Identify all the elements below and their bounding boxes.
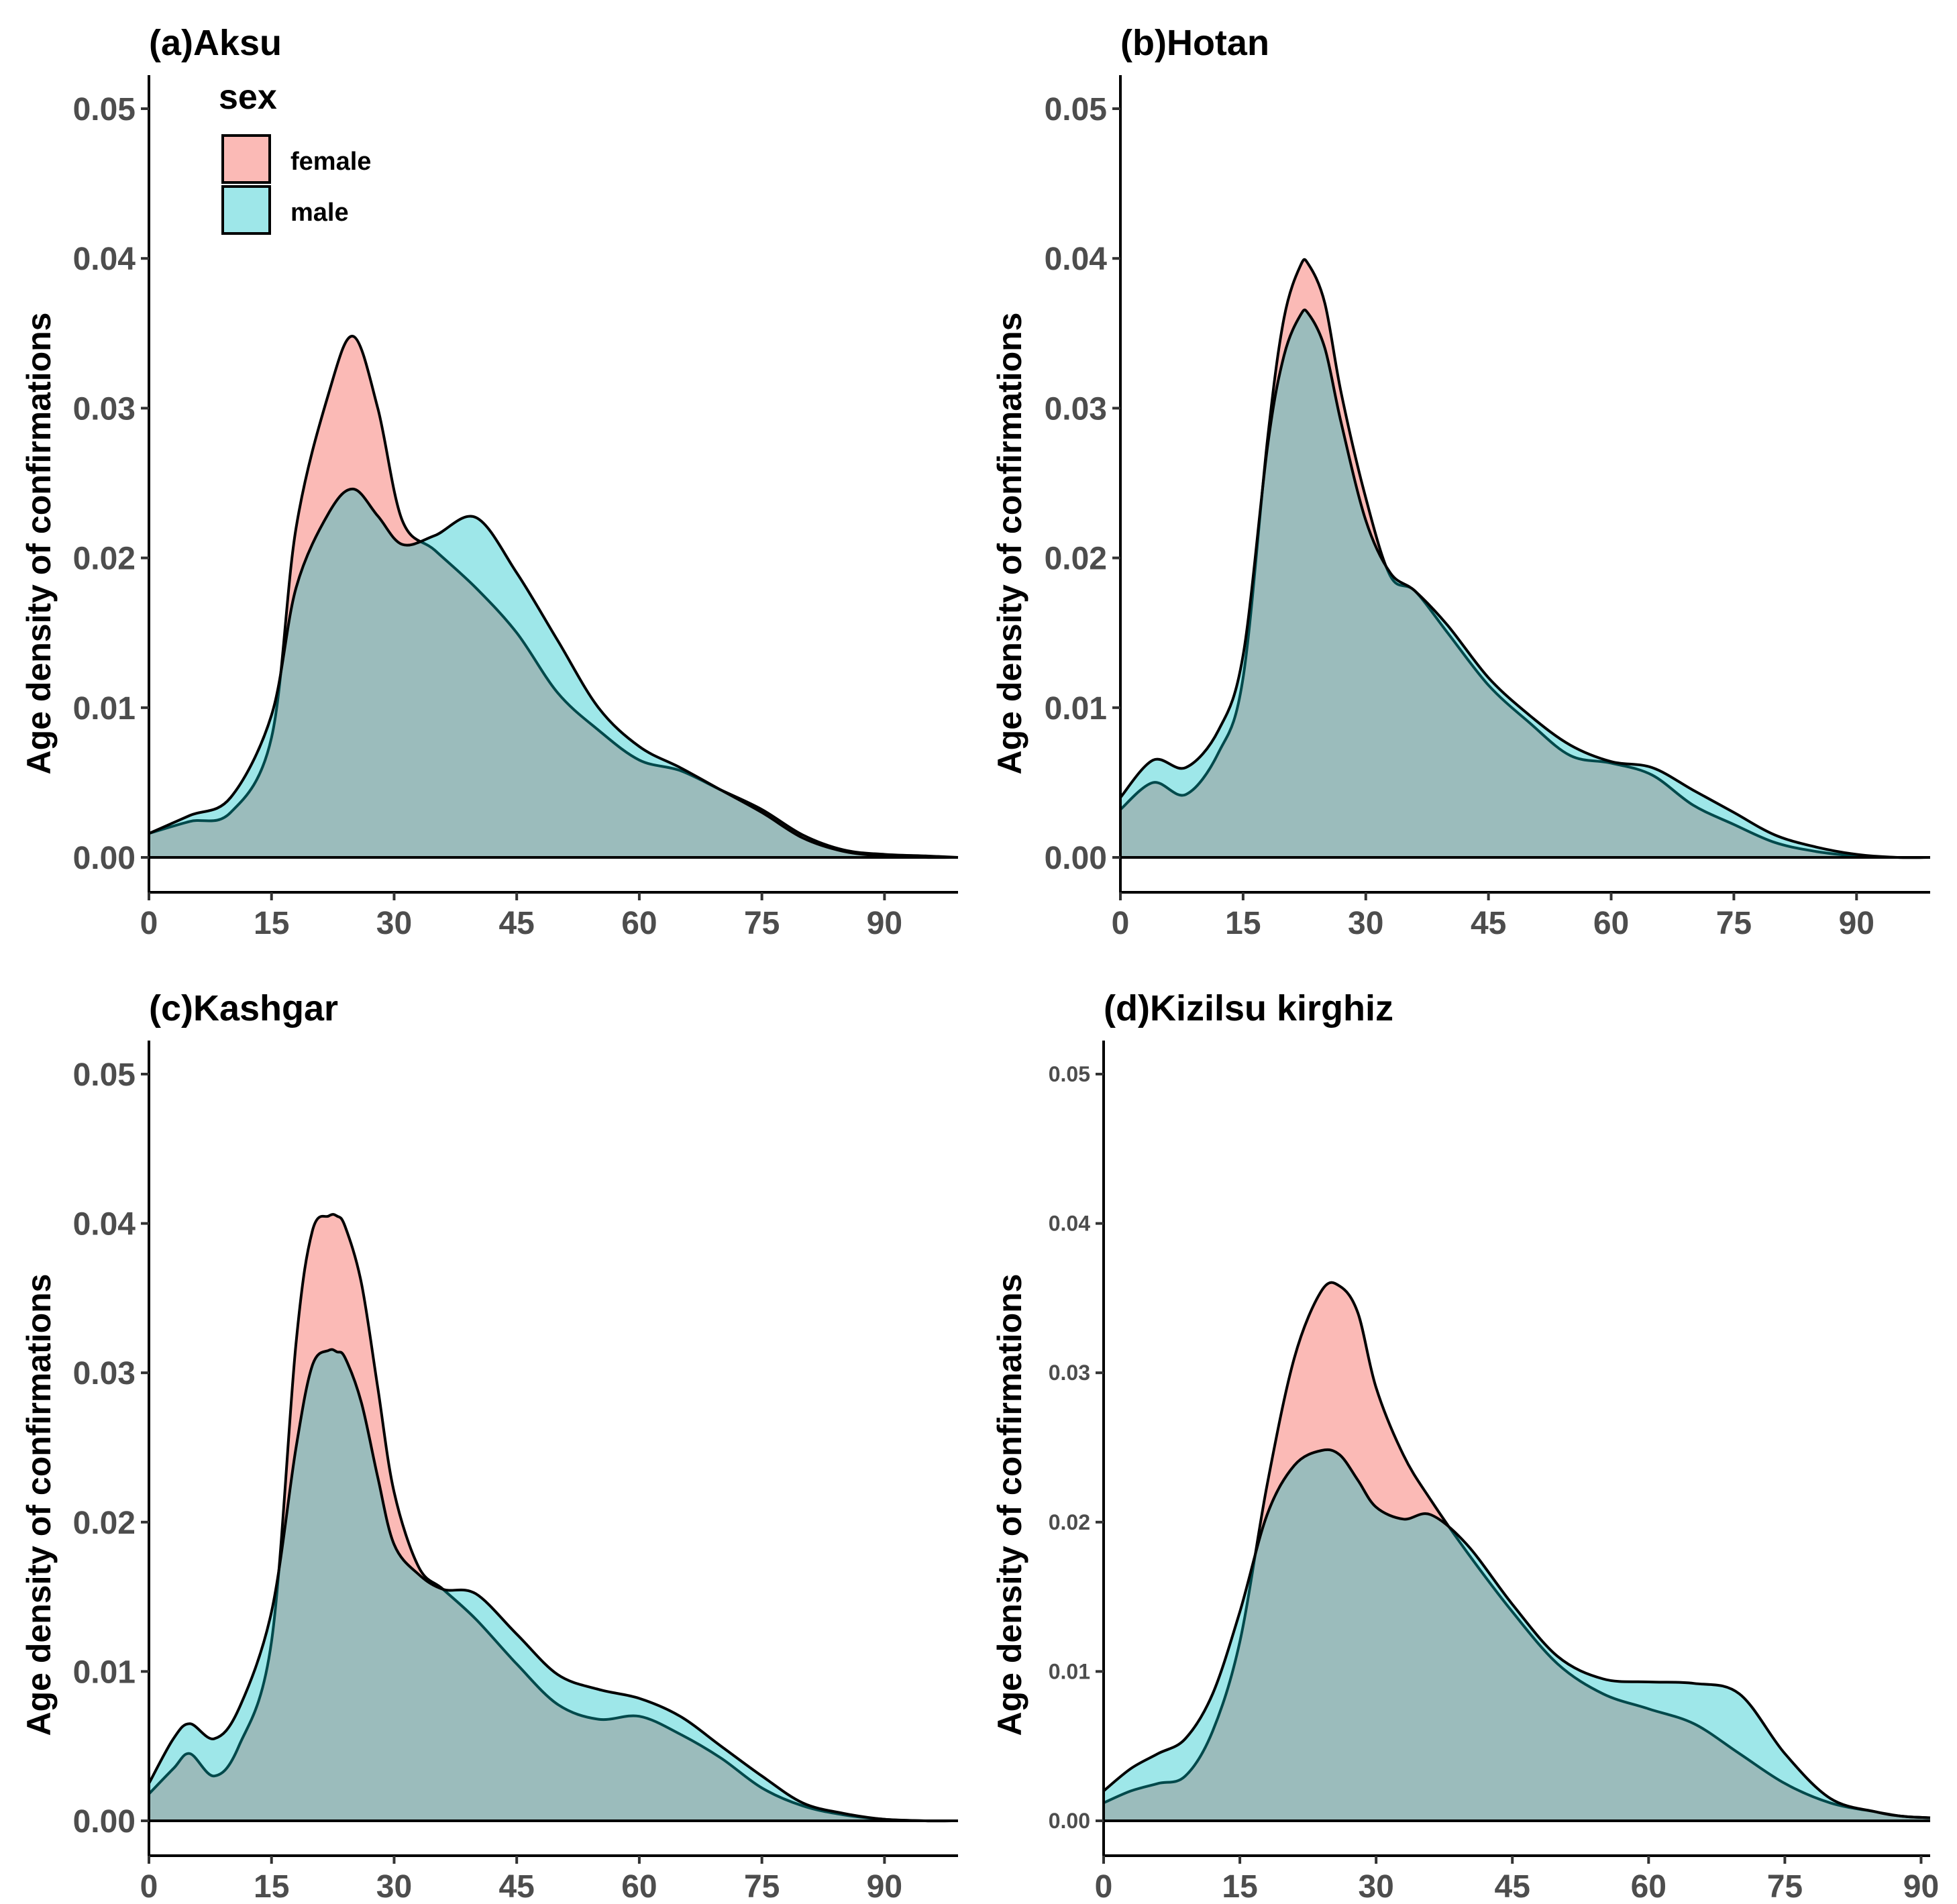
x-tick-label: 15 [254,906,289,941]
y-tick-label: 0.00 [73,841,136,876]
x-tick-label: 75 [744,906,780,941]
x-tick-label: 60 [621,1869,657,1904]
y-tick-label: 0.02 [73,1505,136,1541]
panel-title: (d)Kizilsu kirghiz [1104,988,1393,1028]
y-tick-label: 0.02 [1045,541,1107,577]
x-tick-label: 60 [621,906,657,941]
y-tick-label: 0.02 [73,541,136,577]
legend-label-female: female [290,148,371,176]
panel-title: (a)Aksu [149,23,282,63]
x-tick-label: 0 [1095,1869,1113,1904]
density-area-female [1120,259,1930,858]
plot-area: 0.00 0.01 0.02 0.03 0.04 0.05 0 15 30 45 60 75 90 [73,75,959,941]
density-line-female [148,1213,959,1823]
x-tick-label: 0 [140,906,158,941]
y-axis-label: Age density of confirmations [20,1274,58,1736]
x-tick-label: 60 [1593,906,1629,941]
x-tick-label: 90 [1903,1869,1939,1904]
x-tick-label: 30 [376,1869,412,1904]
y-tick-label: 0.01 [73,1654,136,1690]
y-tick-label: 0.00 [73,1804,136,1840]
density-area-male [149,1349,958,1821]
panel-title: (c)Kashgar [149,988,338,1028]
x-tick-label: 15 [1222,1869,1257,1904]
panel-title: (b)Hotan [1120,23,1269,63]
plot-area: 0.00 0.01 0.02 0.03 0.04 0.05 0 15 30 45 60 75 90 [1049,1041,1939,1904]
y-tick-label: 0.03 [73,1356,136,1391]
density-area-male [1120,309,1930,858]
density-line-female [148,335,959,859]
x-tick-label: 90 [867,1869,902,1904]
x-tick-label: 45 [498,906,534,941]
y-tick-label: 0.04 [1049,1212,1090,1236]
density-area-female [149,336,958,857]
y-tick-label: 0.01 [1045,691,1107,727]
panel-kizilsu-kirghiz: (d)Kizilsu kirghiz Age density of confir… [991,988,1939,1904]
y-tick-label: 0.02 [1049,1510,1090,1534]
y-tick-label: 0.03 [73,391,136,427]
y-tick-label: 0.01 [73,691,136,727]
y-tick-label: 0.05 [73,92,136,127]
x-tick-label: 75 [744,1869,780,1904]
panel-hotan: (b)Hotan Age density of confirmations 0.… [991,23,1931,941]
y-tick-label: 0.00 [1049,1809,1090,1833]
x-tick-label: 0 [140,1869,158,1904]
y-tick-label: 0.01 [1049,1659,1090,1683]
density-line-male [1102,1448,1931,1819]
panel-aksu: (a)Aksu Age density of confirmations 0.0… [20,23,959,941]
density-line-male [148,487,959,859]
legend: sex female male [219,78,371,235]
panel-kashgar: (c)Kashgar Age density of confirmations … [20,988,959,1904]
legend-title: sex [219,78,277,117]
density-area-male [149,488,958,858]
x-tick-label: 0 [1112,906,1130,941]
plot-area: 0.00 0.01 0.02 0.03 0.04 0.05 0 15 30 45 60 75 90 [73,1041,959,1904]
y-tick-label: 0.04 [73,242,136,277]
y-tick-label: 0.05 [1049,1062,1090,1086]
x-tick-label: 75 [1767,1869,1803,1904]
y-axis-label: Age density of confirmations [991,1274,1028,1736]
x-tick-label: 30 [1348,906,1383,941]
x-tick-label: 15 [254,1869,289,1904]
x-tick-label: 45 [1495,1869,1530,1904]
density-line-female [1103,1281,1931,1819]
y-tick-label: 0.03 [1045,391,1107,427]
x-tick-label: 30 [376,906,412,941]
x-tick-label: 45 [1471,906,1506,941]
x-tick-label: 30 [1358,1869,1393,1904]
density-area-female [1104,1282,1930,1821]
density-area-female [149,1214,958,1821]
x-tick-label: 45 [498,1869,534,1904]
x-tick-label: 60 [1631,1869,1667,1904]
legend-label-male: male [290,199,349,227]
legend-swatch-male [221,185,271,235]
x-tick-label: 90 [867,906,902,941]
y-tick-label: 0.04 [1045,242,1108,277]
x-tick-label: 90 [1839,906,1874,941]
y-tick-label: 0.03 [1049,1361,1090,1385]
x-tick-label: 15 [1225,906,1261,941]
x-tick-label: 75 [1716,906,1752,941]
y-tick-label: 0.00 [1045,841,1107,876]
y-tick-label: 0.05 [1045,92,1107,127]
y-axis-label: Age density of confirmations [991,313,1028,775]
density-line-male [148,1348,959,1823]
y-axis-label: Age density of confirmations [20,313,58,775]
legend-swatch-female [221,134,271,184]
density-line-male [1119,308,1931,859]
plot-area: 0.00 0.01 0.02 0.03 0.04 0.05 0 15 30 45 60 75 90 [1045,75,1931,941]
y-tick-label: 0.05 [73,1057,136,1093]
density-area-male [1104,1449,1930,1821]
y-tick-label: 0.04 [73,1207,136,1242]
